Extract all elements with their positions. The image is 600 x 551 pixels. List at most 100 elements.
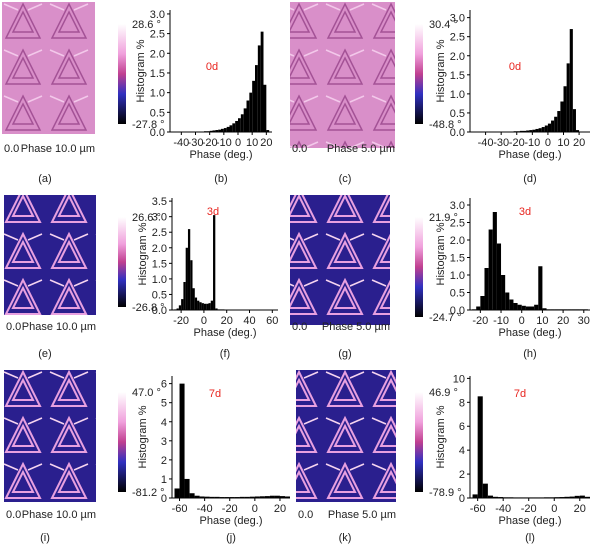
histogram-bar	[215, 308, 218, 310]
afm-image	[290, 195, 390, 325]
x-tick-label: -10	[524, 137, 540, 149]
y-tick-label: 2.5	[450, 218, 465, 230]
histogram-bar	[534, 304, 539, 310]
histogram-bar	[194, 495, 200, 498]
x-tick-label: 0	[519, 315, 525, 327]
x-tick-label: 0	[201, 315, 207, 327]
caption: Phase 10.0 µm	[21, 143, 95, 155]
x-tick-label: 20	[274, 503, 286, 515]
histogram-bar	[204, 496, 210, 498]
histogram-bar	[513, 303, 518, 310]
y-tick-label: 1.5	[450, 253, 465, 265]
y-tick-label: 2.0	[150, 48, 165, 60]
x-tick-label: -60	[470, 503, 486, 515]
histogram-bar	[477, 396, 483, 498]
histogram-bar	[579, 495, 585, 498]
colorbar	[415, 392, 423, 492]
histogram-bar	[525, 306, 530, 310]
histogram-bar	[538, 266, 543, 310]
x-tick-label: 0	[235, 137, 241, 149]
histogram-bar	[487, 495, 493, 498]
y-axis-label: Histogram %	[137, 222, 149, 285]
histogram-bar	[476, 306, 481, 310]
y-tick-label: 2.5	[150, 29, 165, 41]
histogram-bar	[472, 494, 478, 498]
scale-min: -48.8 °	[429, 119, 462, 131]
y-axis-label: Histogram %	[435, 405, 447, 468]
scale-max: 30.4 °	[429, 19, 458, 31]
y-axis-label: Histogram %	[135, 39, 147, 102]
x-axis-label: Phase (deg.)	[499, 515, 562, 527]
histogram-bar	[214, 496, 220, 498]
colorbar	[118, 392, 126, 492]
histogram-bar	[532, 129, 536, 132]
scale-min: -24.7 °	[429, 312, 462, 324]
histogram-bar	[488, 229, 493, 310]
x-axis-label: Phase (deg.)	[194, 327, 257, 339]
histogram-bar	[584, 496, 590, 498]
histogram-bar	[255, 65, 258, 132]
y-tick-label: 4	[459, 445, 465, 457]
histogram-bar	[519, 130, 523, 132]
scale-min: -81.2 °	[132, 487, 165, 499]
x-tick-label: 20	[574, 503, 586, 515]
x-tick-label: -20	[521, 503, 537, 515]
x-axis-label: Phase (deg.)	[499, 327, 562, 339]
caption: Phase 5.0 µm	[327, 143, 395, 155]
x-tick-label: -20	[202, 137, 218, 149]
y-tick-label: 3.0	[152, 212, 167, 224]
histogram-bar	[274, 495, 280, 498]
histogram-bar	[266, 130, 270, 132]
histogram-bar	[192, 288, 195, 310]
histogram-bar	[190, 260, 193, 310]
afm-image	[290, 2, 395, 148]
histogram-bar	[197, 300, 200, 310]
histogram-bar	[243, 108, 247, 132]
histogram-bar	[541, 127, 545, 132]
histogram-bar	[547, 123, 552, 132]
chart-title: 7d	[209, 388, 221, 400]
histogram-bar	[194, 297, 198, 310]
x-tick-label: -30	[493, 137, 509, 149]
chart-title: 3d	[207, 206, 219, 218]
scale-max: 46.9 °	[429, 387, 458, 399]
histogram-bar	[557, 111, 561, 132]
scale-min: -78.9 °	[429, 487, 462, 499]
y-tick-label: 0.0	[450, 305, 465, 317]
y-axis-label: Histogram %	[435, 39, 447, 102]
x-tick-label: 40	[243, 315, 255, 327]
histogram-bar	[564, 496, 570, 498]
x-tick-label: 10	[557, 137, 569, 149]
histogram-bar	[185, 247, 188, 310]
y-tick-label: 3.0	[150, 9, 165, 21]
histogram-bar	[279, 496, 285, 498]
histogram-bar	[505, 292, 510, 310]
afm-image	[4, 370, 96, 502]
y-tick-label: 8	[459, 397, 465, 409]
x-tick-label: 60	[266, 315, 278, 327]
scale-min: -26.8 °	[132, 302, 165, 314]
y-axis-label: Histogram %	[137, 405, 149, 468]
histogram-bar	[184, 478, 190, 498]
y-tick-label: 6	[161, 379, 167, 391]
histogram-bar	[218, 129, 221, 132]
y-tick-label: 1.5	[450, 70, 465, 82]
histogram-bar	[221, 128, 224, 132]
y-tick-label: 1.0	[450, 270, 465, 282]
histogram-bar	[209, 496, 215, 498]
y-tick-label: 0.0	[150, 127, 165, 139]
histogram-bar	[239, 496, 245, 498]
x-tick-label: -30	[188, 137, 204, 149]
x-tick-label: -40	[173, 137, 189, 149]
x-tick-label: -40	[495, 503, 511, 515]
histogram-bar	[226, 126, 230, 132]
x-tick-label: -40	[197, 503, 213, 515]
histogram-bar	[569, 496, 575, 498]
x-tick-label: -40	[478, 137, 494, 149]
histogram-bar	[480, 296, 485, 310]
histogram-bar	[179, 383, 185, 498]
histogram-bar	[264, 496, 270, 498]
y-tick-label: 6	[459, 421, 465, 433]
afm-image	[2, 2, 95, 134]
histogram-bar	[492, 212, 497, 310]
